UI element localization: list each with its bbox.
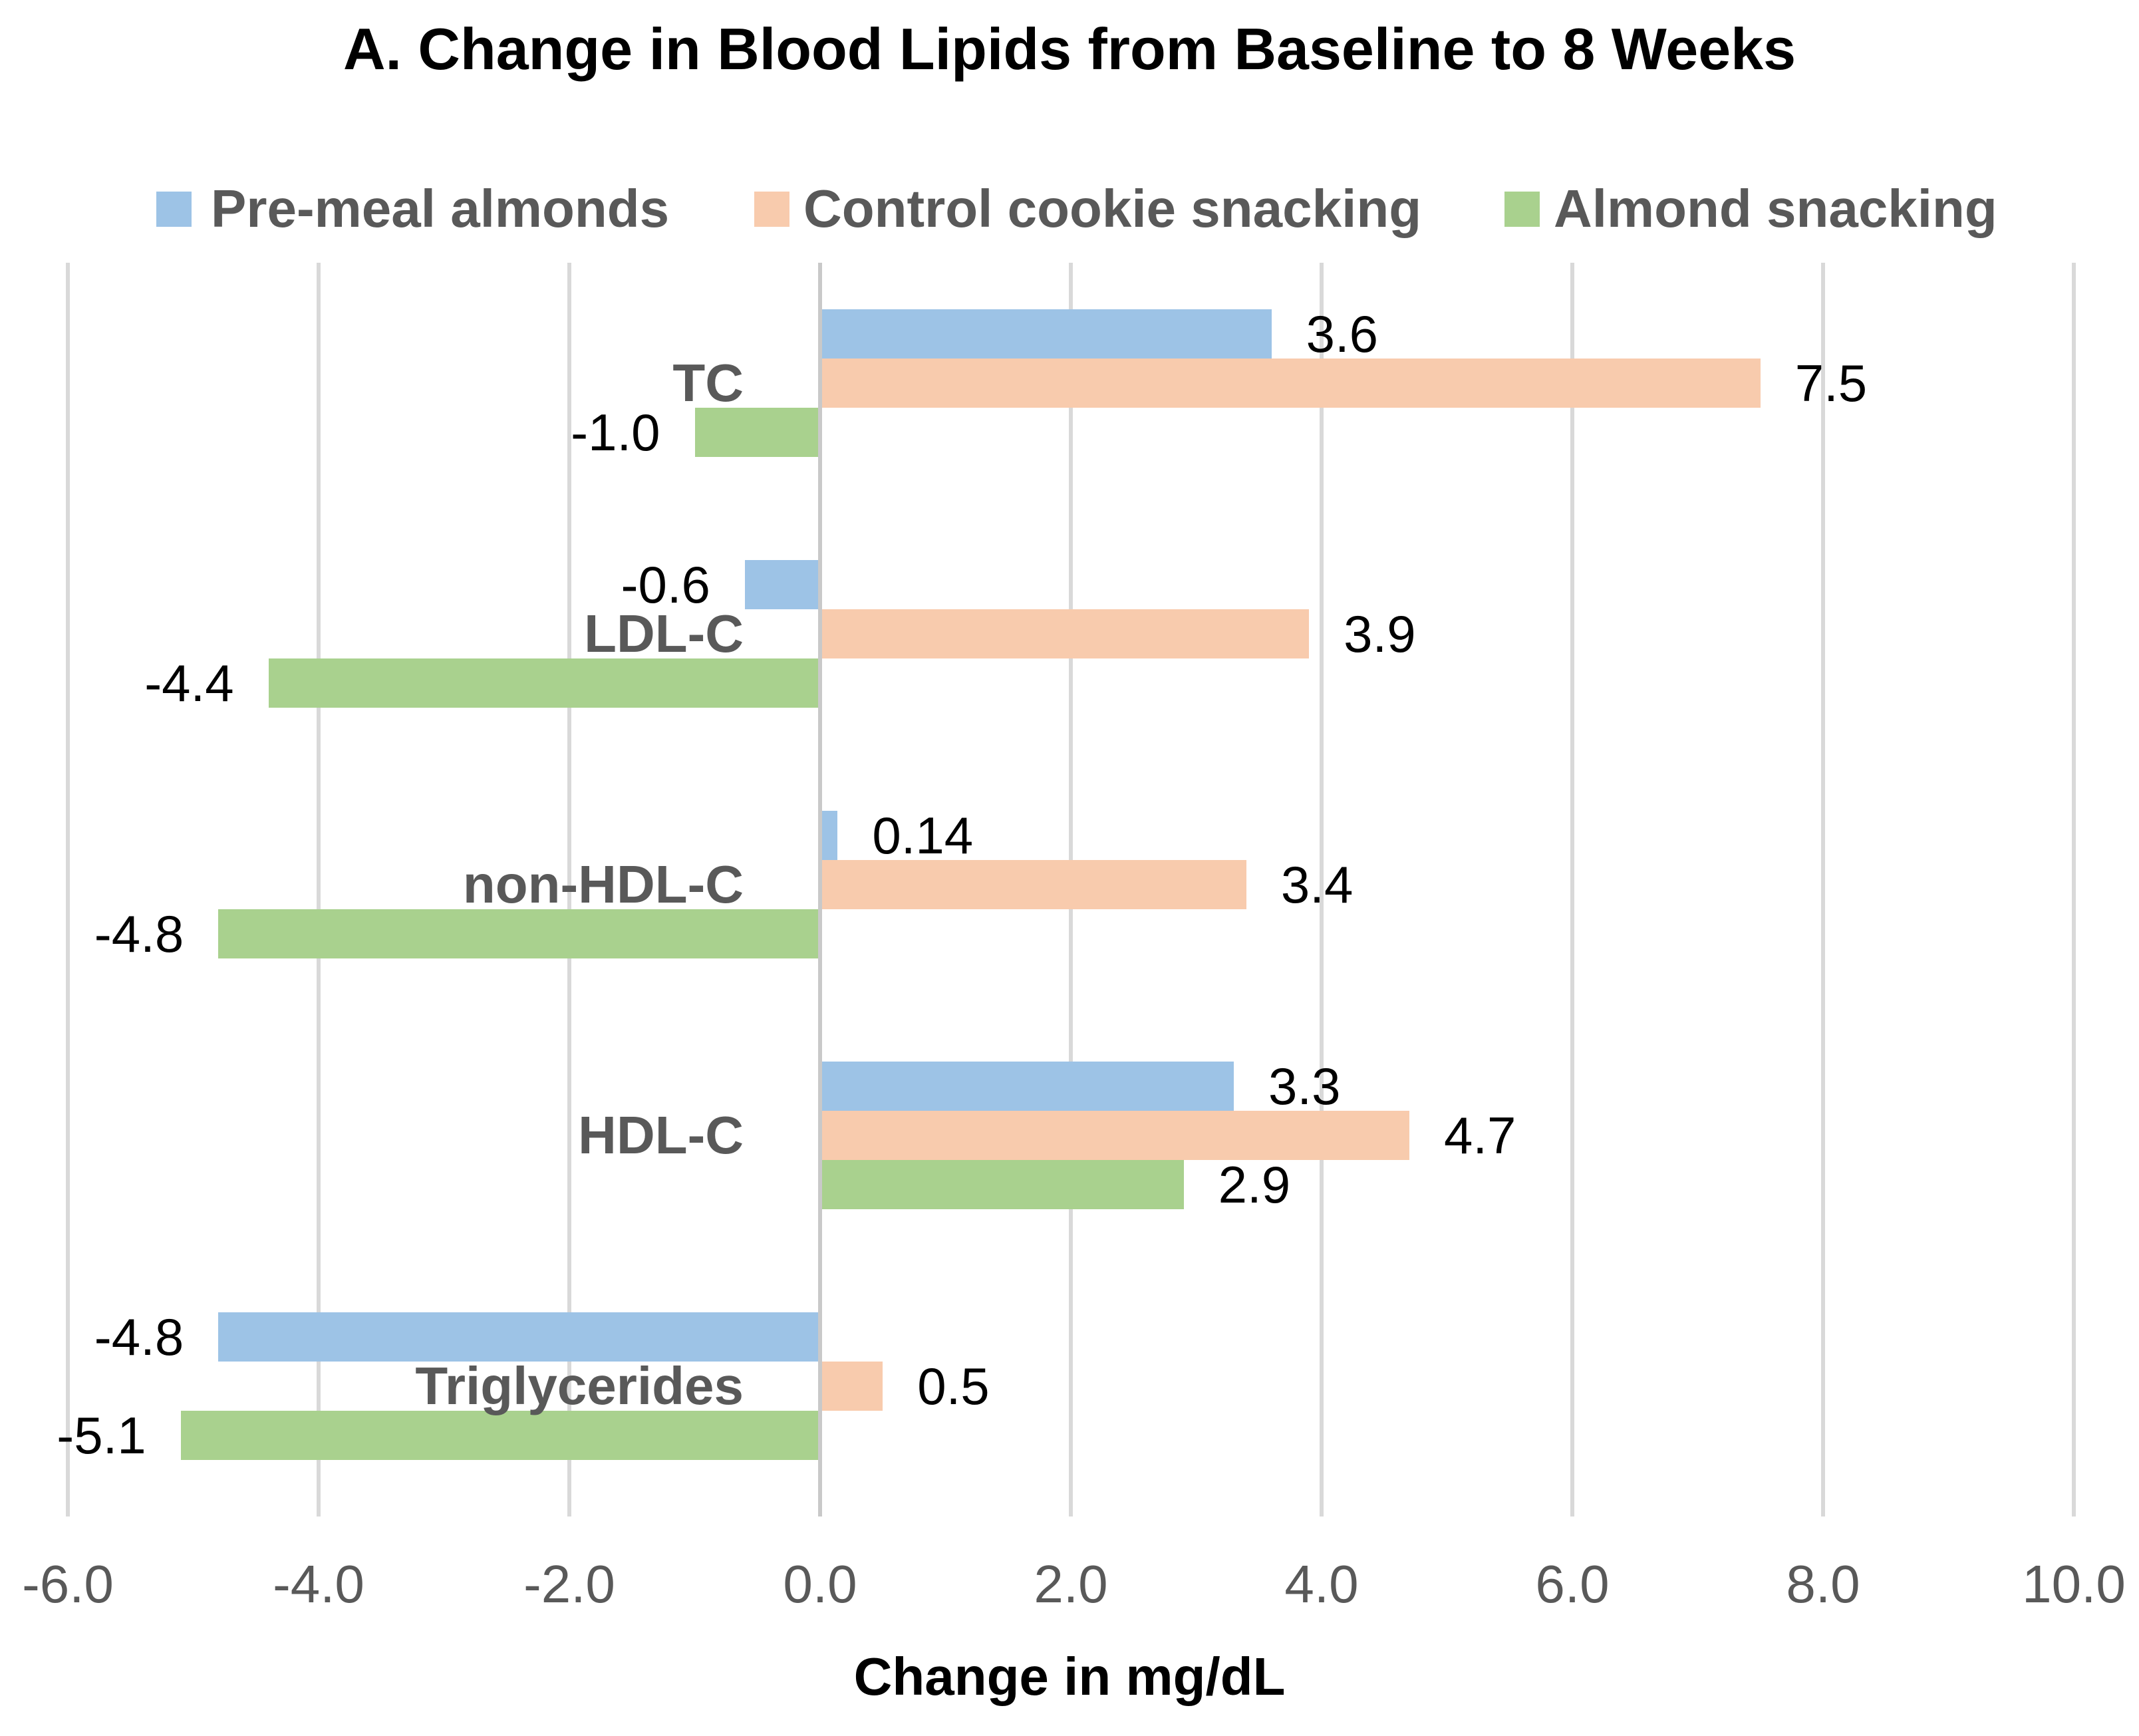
x-tick-6.0: 6.0 bbox=[1535, 1554, 1610, 1614]
bar-tc-pre-meal-almonds bbox=[820, 309, 1272, 359]
x-axis-title: Change in mg/dL bbox=[853, 1647, 1286, 1706]
legend-label-control-cookie-snacking: Control cookie snacking bbox=[803, 179, 1422, 238]
gridline-6.0 bbox=[1570, 263, 1574, 1517]
bar-tc-control-cookie-snacking bbox=[820, 359, 1761, 408]
bar-triglycerides-pre-meal-almonds bbox=[218, 1312, 820, 1362]
value-label-triglycerides-pre-meal-almonds: -4.8 bbox=[94, 1308, 184, 1366]
gridline--6.0 bbox=[66, 263, 70, 1517]
category-label-hdl-c: HDL-C bbox=[578, 1105, 744, 1165]
category-label-triglycerides: Triglycerides bbox=[415, 1356, 744, 1415]
value-label-ldl-c-control-cookie-snacking: 3.9 bbox=[1344, 605, 1416, 663]
legend-marker-pre-meal-almonds bbox=[156, 192, 192, 227]
category-label-ldl-c: LDL-C bbox=[584, 604, 744, 663]
value-label-non-hdl-c-control-cookie-snacking: 3.4 bbox=[1280, 855, 1354, 914]
bar-non-hdl-c-control-cookie-snacking bbox=[820, 860, 1246, 909]
category-label-non-hdl-c: non-HDL-C bbox=[462, 855, 744, 914]
legend-marker-almond-snacking bbox=[1504, 192, 1540, 227]
x-tick-8.0: 8.0 bbox=[1786, 1554, 1860, 1614]
x-tick--6.0: -6.0 bbox=[22, 1554, 114, 1614]
gridline-10.0 bbox=[2072, 263, 2076, 1517]
value-label-hdl-c-pre-meal-almonds: 3.3 bbox=[1268, 1057, 1341, 1115]
legend-label-almond-snacking: Almond snacking bbox=[1554, 179, 1997, 238]
bar-tc-almond-snacking bbox=[694, 408, 820, 457]
bar-non-hdl-c-pre-meal-almonds bbox=[820, 811, 838, 860]
category-label-tc: TC bbox=[672, 353, 744, 412]
value-label-non-hdl-c-almond-snacking: -4.8 bbox=[94, 905, 184, 963]
gridline--4.0 bbox=[317, 263, 321, 1517]
x-tick-10.0: 10.0 bbox=[2022, 1554, 2126, 1614]
bar-hdl-c-pre-meal-almonds bbox=[820, 1062, 1234, 1111]
gridline-4.0 bbox=[1320, 263, 1324, 1517]
value-label-ldl-c-pre-meal-almonds: -0.6 bbox=[621, 555, 710, 614]
bar-ldl-c-control-cookie-snacking bbox=[820, 609, 1310, 658]
value-label-hdl-c-almond-snacking: 2.9 bbox=[1218, 1155, 1291, 1214]
zero-axis-line bbox=[818, 263, 822, 1517]
value-label-triglycerides-control-cookie-snacking: 0.5 bbox=[917, 1357, 990, 1415]
x-tick-0.0: 0.0 bbox=[783, 1554, 857, 1614]
bar-triglycerides-control-cookie-snacking bbox=[820, 1362, 883, 1411]
value-label-triglycerides-almond-snacking: -5.1 bbox=[57, 1406, 146, 1465]
value-label-hdl-c-control-cookie-snacking: 4.7 bbox=[1443, 1106, 1516, 1165]
bar-hdl-c-control-cookie-snacking bbox=[820, 1111, 1409, 1160]
legend-label-pre-meal-almonds: Pre-meal almonds bbox=[211, 179, 670, 238]
gridline-8.0 bbox=[1821, 263, 1825, 1517]
chart-title: A. Change in Blood Lipids from Baseline … bbox=[343, 16, 1796, 82]
gridline--2.0 bbox=[567, 263, 571, 1517]
value-label-tc-control-cookie-snacking: 7.5 bbox=[1794, 354, 1868, 412]
value-label-tc-almond-snacking: -1.0 bbox=[571, 403, 660, 462]
bar-ldl-c-pre-meal-almonds bbox=[744, 560, 820, 609]
x-tick-2.0: 2.0 bbox=[1034, 1554, 1108, 1614]
x-tick-4.0: 4.0 bbox=[1284, 1554, 1359, 1614]
value-label-ldl-c-almond-snacking: -4.4 bbox=[144, 654, 234, 712]
legend-marker-control-cookie-snacking bbox=[754, 192, 789, 227]
value-label-non-hdl-c-pre-meal-almonds: 0.14 bbox=[872, 806, 974, 865]
bar-triglycerides-almond-snacking bbox=[180, 1411, 820, 1460]
x-tick--2.0: -2.0 bbox=[523, 1554, 615, 1614]
bar-ldl-c-almond-snacking bbox=[268, 658, 820, 708]
bar-non-hdl-c-almond-snacking bbox=[218, 909, 820, 958]
x-tick--4.0: -4.0 bbox=[273, 1554, 364, 1614]
bar-hdl-c-almond-snacking bbox=[820, 1160, 1184, 1209]
value-label-tc-pre-meal-almonds: 3.6 bbox=[1306, 305, 1379, 363]
